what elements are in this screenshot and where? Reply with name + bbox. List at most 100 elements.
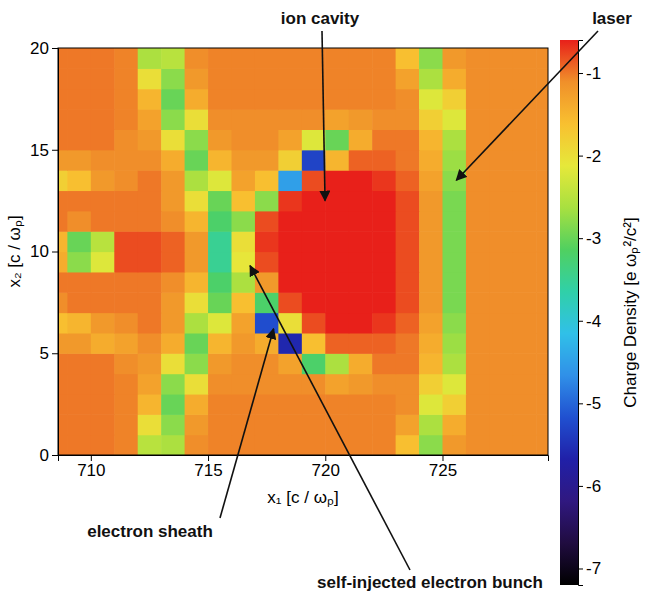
cell xyxy=(67,48,91,69)
cell xyxy=(91,313,115,334)
cell xyxy=(396,414,420,435)
cell xyxy=(349,170,373,191)
cell xyxy=(67,353,91,374)
cell xyxy=(349,150,373,171)
cell xyxy=(114,333,138,354)
cell xyxy=(138,374,162,395)
cell xyxy=(255,231,279,252)
tick: -4 xyxy=(578,312,601,331)
cell xyxy=(442,435,466,455)
tick-label: -2 xyxy=(586,147,601,166)
cell xyxy=(208,414,232,435)
cell xyxy=(325,313,349,334)
cell xyxy=(419,435,443,455)
cell xyxy=(161,435,185,455)
cell xyxy=(138,353,162,374)
cell xyxy=(58,89,68,110)
cell xyxy=(161,68,185,89)
cell xyxy=(208,170,232,191)
cell xyxy=(325,333,349,354)
annotation-arrow xyxy=(220,329,274,518)
cell xyxy=(278,231,302,252)
cell xyxy=(372,48,396,69)
cell xyxy=(489,333,513,354)
cell xyxy=(302,252,326,273)
tick: 15 xyxy=(30,141,58,160)
cell xyxy=(513,394,537,415)
cell xyxy=(466,150,490,171)
tick: 20 xyxy=(30,39,58,58)
cell xyxy=(513,272,537,293)
cell xyxy=(396,170,420,191)
cell xyxy=(442,231,466,252)
cell xyxy=(255,435,279,455)
cell xyxy=(349,333,373,354)
cell xyxy=(278,190,302,211)
cell xyxy=(419,374,443,395)
cell xyxy=(325,211,349,232)
cell xyxy=(325,435,349,455)
cell xyxy=(58,68,68,89)
cell xyxy=(67,170,91,191)
cell xyxy=(138,211,162,232)
cell xyxy=(231,211,255,232)
cell xyxy=(278,89,302,110)
cell xyxy=(372,394,396,415)
cell xyxy=(302,211,326,232)
cell xyxy=(231,353,255,374)
cell xyxy=(325,170,349,191)
cell xyxy=(442,150,466,171)
cell xyxy=(91,374,115,395)
cell xyxy=(255,129,279,150)
cell xyxy=(349,272,373,293)
cell xyxy=(442,292,466,313)
colorbar-title: Charge Density [e ωₚ²/c²] xyxy=(621,217,641,407)
tick-label: -1 xyxy=(586,64,601,83)
cell xyxy=(536,48,548,69)
cell xyxy=(231,231,255,252)
cell xyxy=(419,48,443,69)
cell xyxy=(396,109,420,130)
cell xyxy=(114,414,138,435)
tick: 720 xyxy=(312,455,340,480)
cell xyxy=(325,272,349,293)
cell xyxy=(489,48,513,69)
cell xyxy=(466,109,490,130)
cell xyxy=(536,414,548,435)
cell xyxy=(396,333,420,354)
cell xyxy=(489,435,513,455)
cell xyxy=(185,313,209,334)
cell xyxy=(138,292,162,313)
cell xyxy=(91,170,115,191)
cell xyxy=(58,190,68,211)
cell xyxy=(67,414,91,435)
cell xyxy=(442,374,466,395)
cell xyxy=(138,435,162,455)
annotation-arrow xyxy=(322,31,325,201)
cell xyxy=(278,150,302,171)
cell xyxy=(278,414,302,435)
cell xyxy=(396,292,420,313)
colorbar-axis: -1-2-3-4-5-6-7 xyxy=(578,41,601,586)
cell xyxy=(442,414,466,435)
cell xyxy=(67,374,91,395)
tick: 710 xyxy=(77,455,105,480)
cell xyxy=(419,129,443,150)
cell xyxy=(302,190,326,211)
tick-mark xyxy=(578,403,583,404)
cell xyxy=(58,435,68,455)
cell xyxy=(185,435,209,455)
cell xyxy=(513,129,537,150)
tick-mark xyxy=(578,156,583,157)
cell xyxy=(513,170,537,191)
cell xyxy=(302,231,326,252)
cell xyxy=(208,313,232,334)
cell xyxy=(91,252,115,273)
cell xyxy=(208,333,232,354)
cell xyxy=(231,272,255,293)
cell xyxy=(489,374,513,395)
cell xyxy=(91,435,115,455)
cell xyxy=(325,374,349,395)
cell xyxy=(419,211,443,232)
cell xyxy=(513,109,537,130)
